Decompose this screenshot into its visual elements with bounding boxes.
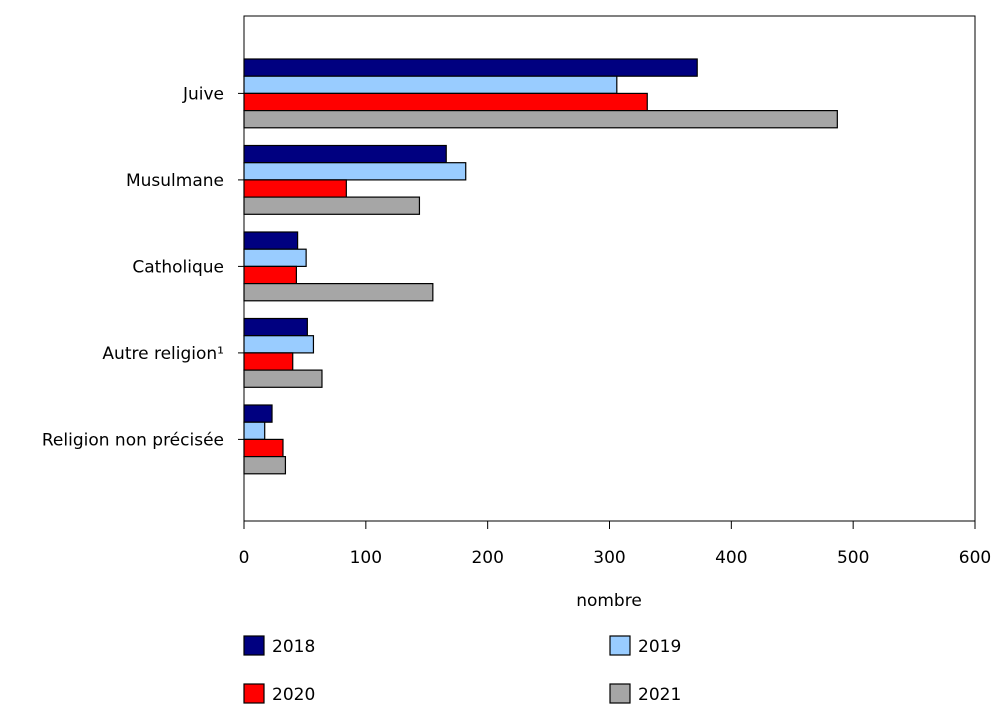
category-labels: Juive Musulmane Catholique Autre religion¹ R… <box>42 84 244 450</box>
x-tick-label: 100 <box>350 548 382 568</box>
legend-label-2018: 2018 <box>272 637 315 657</box>
bar-2021-4 <box>243 456 287 475</box>
plot-area <box>243 15 976 522</box>
category-label: Religion non précisée <box>42 430 224 450</box>
bar-2021-0 <box>243 109 838 129</box>
legend-swatch-2018 <box>243 635 265 656</box>
bar-2019-4 <box>243 421 266 441</box>
legend-swatch-2020 <box>243 683 265 704</box>
bar-2020-0 <box>243 92 648 112</box>
category-label: Musulmane <box>126 171 224 191</box>
bar-2019-1 <box>243 162 467 181</box>
bar-2020-3 <box>243 352 294 371</box>
bar-2021-2 <box>243 283 434 302</box>
legend-swatch-2021 <box>609 683 631 704</box>
legend: 2018 2019 2020 2021 <box>243 635 681 704</box>
legend-label-2019: 2019 <box>638 637 681 657</box>
bar-2020-4 <box>243 438 284 458</box>
bar-2019-3 <box>243 335 315 354</box>
x-tick-label: 200 <box>471 548 503 568</box>
category-label: Autre religion¹ <box>102 344 224 364</box>
bar-2021-1 <box>243 196 421 215</box>
bar-2020-1 <box>243 179 347 198</box>
x-tick-label: 300 <box>593 548 625 568</box>
bar-2018-0 <box>243 58 698 77</box>
bar-2019-0 <box>243 75 618 94</box>
bar-2019-2 <box>243 248 307 267</box>
legend-label-2020: 2020 <box>272 685 315 704</box>
bar-2018-1 <box>243 144 447 164</box>
x-axis: 0 100 200 300 400 500 600 <box>239 521 991 568</box>
x-tick-label: 600 <box>959 548 991 568</box>
x-tick-label: 500 <box>837 548 869 568</box>
legend-label-2021: 2021 <box>638 685 681 704</box>
bar-2018-3 <box>243 317 308 337</box>
legend-swatch-2019 <box>609 635 631 656</box>
category-label: Juive <box>182 84 224 104</box>
bar-2018-4 <box>243 404 273 423</box>
x-tick-label: 400 <box>715 548 747 568</box>
category-label: Catholique <box>132 257 224 277</box>
x-tick-label: 0 <box>239 548 250 568</box>
bar-2020-2 <box>243 265 297 285</box>
bar-2018-2 <box>243 231 299 250</box>
bar-2021-3 <box>243 369 323 388</box>
x-axis-title: nombre <box>576 591 642 611</box>
